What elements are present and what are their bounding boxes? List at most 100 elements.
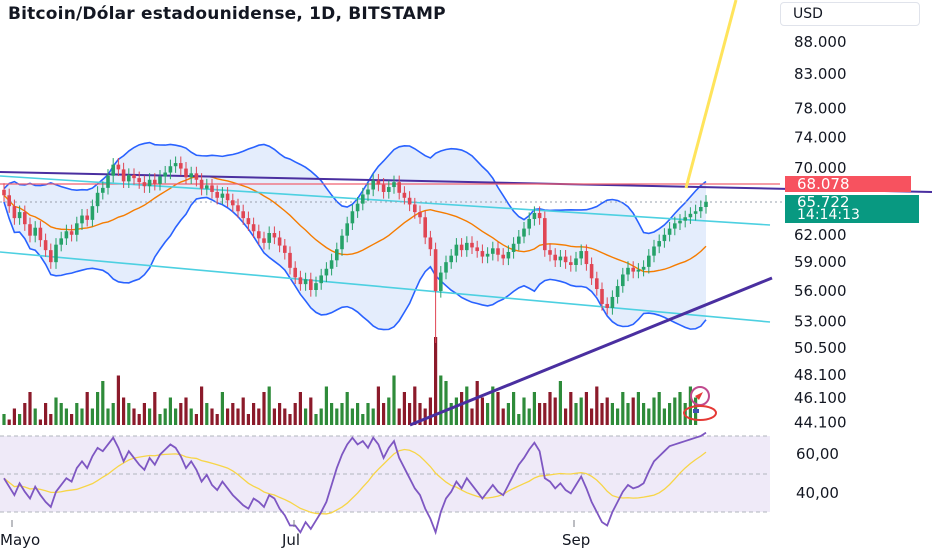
volume-bar: [610, 403, 614, 425]
currency-selector[interactable]: USD: [780, 2, 920, 26]
volume-bar: [460, 392, 464, 425]
candle-body: [527, 218, 531, 229]
volume-bar: [371, 408, 375, 425]
candle-body: [413, 204, 417, 213]
candle-body: [439, 272, 443, 291]
candle-body: [667, 228, 672, 235]
volume-bar: [59, 403, 63, 425]
rising-trendline: [409, 276, 773, 427]
candle-body: [350, 211, 355, 224]
candle-body: [345, 223, 349, 236]
lower-band: [3, 196, 707, 331]
candle-body: [17, 212, 22, 219]
volume-bar: [231, 403, 235, 425]
volume-bar: [142, 403, 146, 425]
last-price-badge: 65.722 14:14:13: [785, 195, 919, 223]
candle-body: [251, 224, 256, 232]
candle-body: [132, 174, 136, 179]
candle-body: [636, 269, 641, 272]
volume-bar: [522, 397, 526, 425]
candle-body: [371, 180, 375, 190]
candle-body: [121, 169, 126, 182]
candle-body: [179, 163, 183, 169]
rsi-pane: 60,00 40,00: [0, 431, 839, 536]
volume-bar: [184, 397, 188, 425]
volume-bar: [54, 397, 58, 425]
flag-icon: [693, 409, 699, 413]
volume-bar: [18, 414, 22, 425]
volume-bar: [678, 392, 682, 425]
candles[interactable]: [2, 156, 708, 343]
volume-bar: [616, 408, 620, 425]
volume-bar: [636, 392, 640, 425]
volume-bar: [70, 414, 74, 425]
candle-body: [54, 244, 58, 263]
candle-body: [194, 173, 199, 180]
candle-body: [657, 241, 661, 247]
upper-trendline: [0, 171, 932, 193]
candle-body: [220, 193, 225, 198]
candle-body: [366, 189, 370, 195]
time-axis[interactable]: Mayo Jul Sep: [0, 520, 590, 549]
candle-body: [683, 217, 687, 221]
candle-body: [329, 260, 334, 269]
candle-body: [459, 244, 464, 251]
candle-body: [595, 278, 599, 290]
upper-band: [3, 141, 707, 235]
candle-body: [548, 250, 552, 255]
volume-bar: [44, 403, 48, 425]
candle-body: [236, 205, 240, 212]
volume-bar: [652, 397, 656, 425]
candle-body: [673, 223, 677, 229]
candle-body: [231, 200, 235, 206]
candle-body: [543, 218, 547, 251]
volume-bar: [252, 403, 256, 425]
candle-body: [392, 182, 396, 188]
volume-bar: [548, 392, 552, 425]
volume-bar: [356, 403, 360, 425]
candle-body: [361, 194, 365, 204]
volume-bar: [387, 397, 391, 425]
volume-bar: [465, 386, 469, 425]
price-axis-label: 48.100: [794, 366, 847, 384]
candle-body: [95, 192, 100, 207]
candle-body: [257, 231, 261, 239]
volume-bar: [532, 392, 536, 425]
volume-bar: [688, 386, 692, 425]
candle-body: [28, 224, 32, 236]
volume-bar: [272, 408, 276, 425]
volume-bar: [304, 408, 308, 425]
volume-bar: [595, 386, 599, 425]
candle-body: [491, 248, 495, 254]
price-axis[interactable]: 88.000 83.000 78.000 74.000 70.000 62.000 59.0…: [794, 33, 847, 432]
candle-body: [433, 249, 438, 291]
volume-bar: [434, 337, 438, 425]
volume-bar: [335, 408, 339, 425]
volume-bar: [439, 375, 443, 425]
candle-body: [480, 251, 485, 257]
chart-title: Bitcoin/Dólar estadounidense, 1D, BITSTA…: [8, 4, 446, 24]
candle-body: [12, 206, 17, 219]
candle-body: [33, 227, 37, 236]
volume-bar: [241, 397, 245, 425]
volume-bar: [194, 414, 198, 425]
volume-bar: [330, 403, 334, 425]
candle-body: [449, 255, 453, 263]
candle-body: [75, 223, 79, 235]
volume-bar: [428, 397, 432, 425]
candle-body: [485, 253, 490, 257]
candle-body: [205, 185, 209, 189]
candle-body: [241, 211, 245, 219]
flag-icon: [683, 405, 717, 421]
volume-bar: [215, 414, 219, 425]
volume-bar: [543, 403, 547, 425]
volume-bar: [267, 386, 271, 425]
volume-bar: [496, 392, 500, 425]
volume-bar: [96, 392, 100, 425]
volume-bar: [486, 403, 490, 425]
candle-body: [579, 251, 583, 259]
candle-body: [381, 184, 386, 192]
candle-body: [569, 262, 573, 265]
candle-body: [43, 240, 48, 251]
